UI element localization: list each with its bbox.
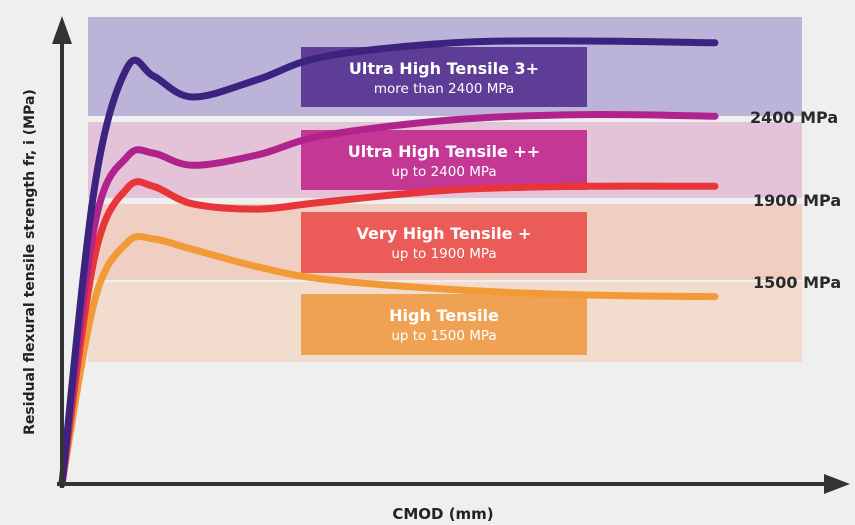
- threshold-labels: 2400 MPa 1900 MPa 1500 MPa: [750, 108, 841, 292]
- category-box-3: [301, 47, 587, 107]
- category-box-0: [301, 294, 587, 355]
- category-subtitle-3: more than 2400 MPa: [374, 81, 514, 97]
- threshold-label-1500: 1500 MPa: [753, 273, 841, 292]
- x-axis-label: CMOD (mm): [392, 505, 493, 523]
- category-box-2: [301, 130, 587, 190]
- threshold-label-2400: 2400 MPa: [750, 108, 838, 127]
- x-axis-arrow-icon: [824, 474, 850, 494]
- series-line-2: [58, 110, 719, 488]
- series-line-1: [58, 178, 719, 488]
- category-title-2: Ultra High Tensile ++: [348, 142, 540, 161]
- category-subtitle-2: up to 2400 MPa: [391, 164, 496, 180]
- category-subtitle-1: up to 1900 MPa: [391, 246, 496, 262]
- category-title-1: Very High Tensile +: [357, 224, 532, 243]
- category-title-0: High Tensile: [389, 306, 499, 325]
- category-title-3: Ultra High Tensile 3+: [349, 59, 539, 78]
- series-line-0: [58, 232, 719, 488]
- axes: [52, 16, 850, 494]
- category-box-1: [301, 212, 587, 273]
- series-curves: [58, 37, 719, 488]
- category-label-boxes: High Tensile up to 1500 MPa Very High Tens…: [301, 47, 587, 355]
- y-axis-arrow-icon: [52, 16, 72, 44]
- series-line-3: [58, 37, 719, 488]
- category-subtitle-0: up to 1500 MPa: [391, 328, 496, 344]
- threshold-label-1900: 1900 MPa: [753, 191, 841, 210]
- y-axis-label: Residual flexural tensile strength fr, i…: [22, 89, 38, 435]
